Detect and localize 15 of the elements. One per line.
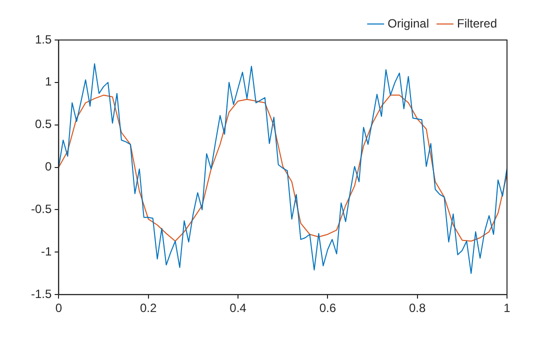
- legend-label: Filtered: [456, 16, 497, 30]
- x-tick-label: 0: [55, 301, 62, 316]
- x-tick-label: 0.4: [230, 301, 247, 316]
- x-tick-label: 0.2: [140, 301, 158, 316]
- x-tick-label: 1: [504, 301, 511, 316]
- y-tick-label: -0.5: [30, 202, 52, 216]
- legend-label: Original: [388, 16, 429, 30]
- y-tick-label: 1: [44, 74, 52, 89]
- y-tick-label: -1.5: [30, 286, 52, 301]
- x-tick-label: 0.6: [319, 301, 336, 316]
- y-tick-label: 1.5: [34, 32, 52, 46]
- y-tick-label: -1: [41, 244, 52, 258]
- y-tick-label: 0.5: [34, 117, 52, 132]
- y-tick-label: 0: [44, 160, 52, 174]
- x-tick-label: 0.8: [408, 301, 426, 316]
